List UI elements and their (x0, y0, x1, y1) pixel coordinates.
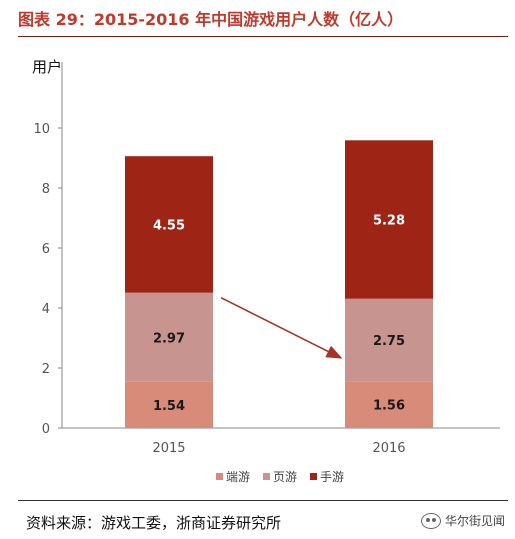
x-tick-label: 2015 (152, 441, 185, 456)
watermark-text: 华尔街见闻 (444, 514, 505, 528)
data-label: 4.55 (153, 218, 185, 233)
data-label: 5.28 (373, 214, 405, 229)
legend-swatch (310, 473, 317, 480)
legend-entry: 页游 (273, 470, 297, 484)
source-note: 资料来源：游戏工委，浙商证券研究所 (26, 514, 282, 532)
y-tick-label: 0 (42, 422, 50, 437)
legend-entry: 端游 (226, 470, 250, 484)
title-divider (18, 36, 508, 37)
chart-title: 图表 29：2015-2016 年中国游戏用户人数（亿人） (18, 10, 404, 29)
bar-segment (125, 381, 213, 428)
bar-segment (345, 381, 433, 428)
data-label: 2.97 (153, 331, 185, 346)
y-tick-label: 10 (33, 122, 50, 137)
watermark: 华尔街见闻 (420, 512, 505, 529)
trend-arrow (220, 296, 343, 359)
data-label: 1.56 (373, 399, 405, 414)
bar-segment (125, 156, 213, 293)
stacked-bar-chart: 用户 0 2 4 6 8 10 1.54 2.97 4.55 1.56 2.75 5.28 2015… (32, 58, 500, 484)
data-label: 1.54 (153, 399, 185, 414)
legend-swatch (263, 473, 270, 480)
y-tick-label: 4 (42, 302, 50, 317)
y-axis-label: 用户 (32, 58, 62, 76)
bar-segment (125, 292, 213, 382)
x-tick-label: 2016 (372, 441, 405, 456)
y-tick-label: 6 (42, 242, 50, 257)
source-divider (18, 500, 508, 501)
wechat-icon (420, 512, 441, 529)
data-label: 2.75 (373, 334, 405, 349)
y-tick-label: 8 (42, 182, 50, 197)
y-tick-label: 2 (42, 362, 50, 377)
legend-swatch (216, 473, 223, 480)
bar-segment (345, 298, 433, 382)
bar-segment (345, 140, 433, 299)
legend-entry: 手游 (320, 470, 344, 484)
